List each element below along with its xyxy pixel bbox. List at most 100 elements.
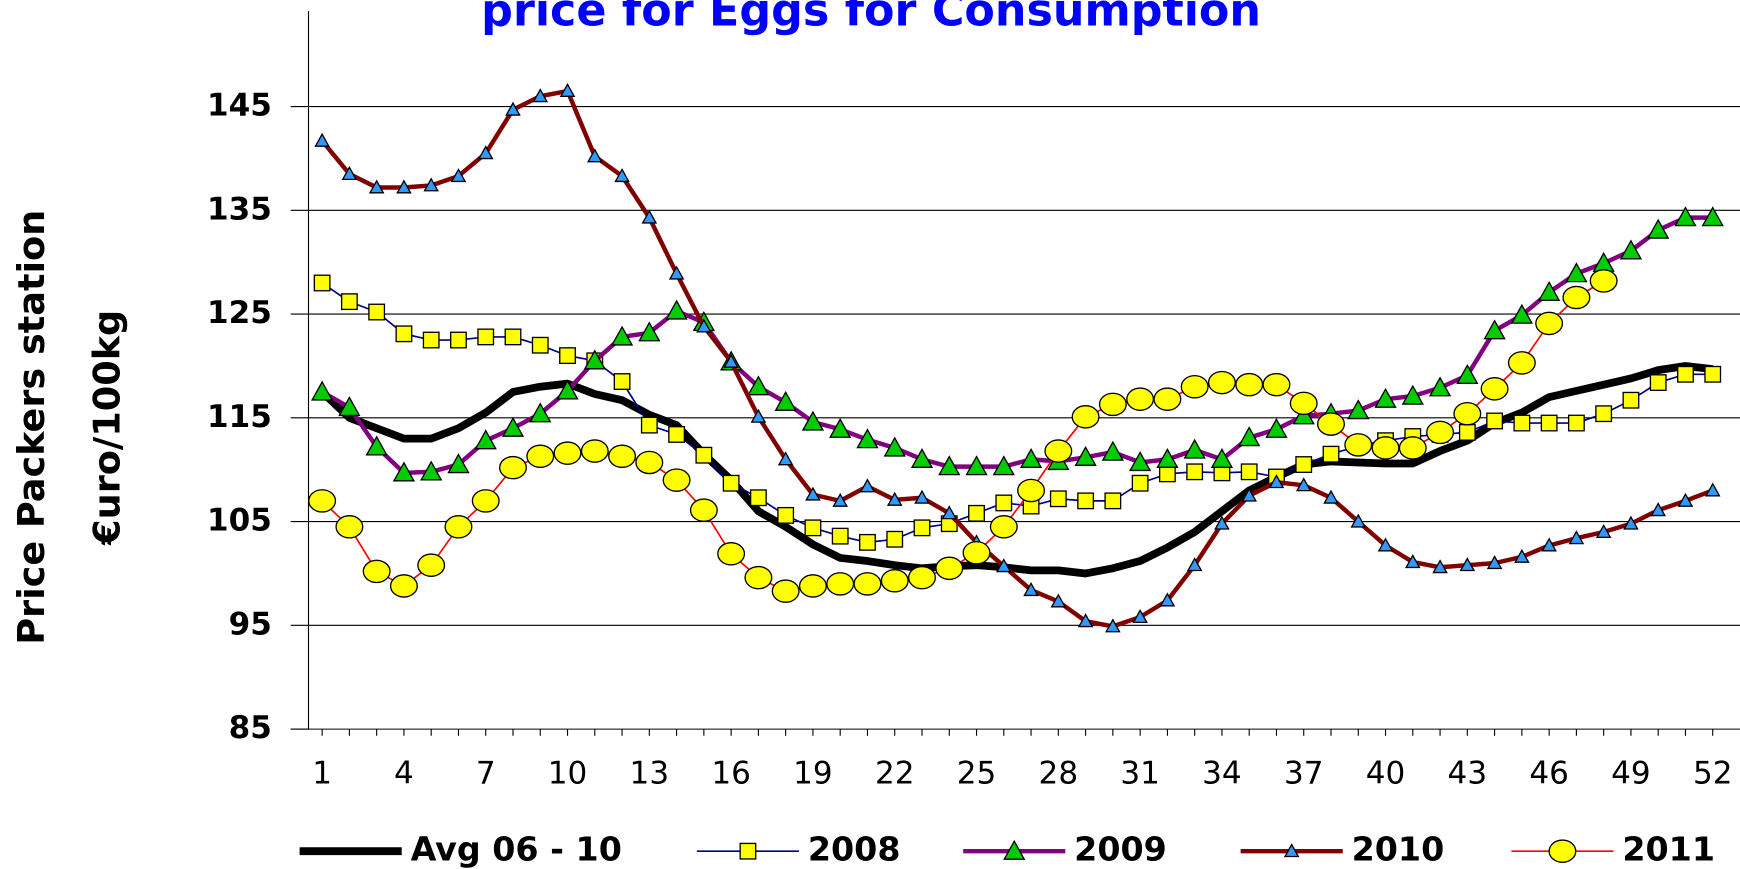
data-point <box>450 331 467 349</box>
data-point <box>580 439 609 463</box>
data-point <box>774 390 797 411</box>
data-point <box>1595 523 1612 538</box>
data-point <box>723 353 739 368</box>
data-point <box>1180 374 1209 399</box>
data-point <box>1101 440 1124 461</box>
data-point <box>1704 482 1721 497</box>
data-point <box>1401 384 1424 405</box>
x-tick-label: 1 <box>312 756 332 792</box>
x-tick-label: 19 <box>793 756 833 792</box>
data-point <box>638 321 661 342</box>
data-point <box>314 132 330 147</box>
data-point <box>665 299 688 320</box>
data-point <box>859 533 876 551</box>
data-point <box>883 436 906 457</box>
legend-label: 2010 <box>1352 830 1445 869</box>
data-point <box>313 274 331 292</box>
data-point <box>1241 487 1257 502</box>
data-point <box>556 379 579 400</box>
data-point <box>1514 548 1530 563</box>
data-point <box>962 540 991 565</box>
data-point <box>801 410 825 431</box>
data-point <box>747 375 770 396</box>
data-point <box>1210 447 1234 469</box>
data-point <box>532 88 549 103</box>
y-axis-title: €uro/100kg <box>85 310 128 546</box>
data-point <box>1322 445 1340 463</box>
x-tick-label: 34 <box>1202 756 1242 792</box>
data-point <box>368 179 385 194</box>
data-point <box>1677 365 1694 383</box>
data-point <box>1535 311 1564 336</box>
data-point <box>859 478 876 493</box>
data-point <box>396 179 412 194</box>
data-point <box>771 579 800 603</box>
y-tick-label: 135 <box>207 191 272 227</box>
data-point <box>1019 447 1043 469</box>
data-point <box>1567 414 1585 432</box>
data-point <box>504 328 522 346</box>
data-point <box>1214 515 1230 530</box>
data-point <box>447 453 470 474</box>
data-point <box>1432 559 1448 574</box>
data-point <box>1350 513 1367 528</box>
data-point <box>668 426 686 443</box>
data-point <box>1650 502 1666 517</box>
data-point <box>668 265 685 280</box>
data-point <box>989 515 1018 539</box>
data-point <box>662 468 691 492</box>
data-point <box>1183 438 1206 459</box>
x-tick-label: 49 <box>1611 756 1651 792</box>
data-point <box>362 559 391 584</box>
data-point <box>938 455 961 476</box>
x-tick-label: 22 <box>875 756 915 792</box>
data-point <box>968 504 985 522</box>
data-point <box>640 416 658 434</box>
data-point <box>1268 474 1285 489</box>
data-point <box>1158 465 1176 483</box>
data-point <box>1126 387 1155 411</box>
data-point <box>526 444 555 469</box>
data-point <box>1265 417 1288 438</box>
data-point <box>1480 377 1509 401</box>
data-point <box>1374 387 1397 408</box>
legend-marker <box>1283 843 1300 858</box>
data-point <box>1619 239 1643 260</box>
data-point <box>1565 262 1588 283</box>
data-point <box>635 450 664 475</box>
data-point <box>831 527 849 545</box>
data-point <box>1647 218 1670 239</box>
data-point <box>1295 456 1313 473</box>
x-tick-label: 46 <box>1529 756 1569 792</box>
data-point <box>1077 492 1095 510</box>
x-tick-label: 28 <box>1039 756 1079 792</box>
data-point <box>832 492 848 507</box>
legend-marker <box>739 842 757 860</box>
data-point <box>1186 557 1203 572</box>
data-point <box>392 461 416 482</box>
data-point <box>914 489 930 504</box>
data-point <box>338 396 361 417</box>
data-point <box>1323 489 1339 504</box>
chart-title: price for Eggs for Consumption <box>481 0 1261 36</box>
data-point <box>474 429 497 450</box>
data-point <box>886 530 904 548</box>
data-point <box>717 542 746 566</box>
data-point <box>1595 405 1613 423</box>
x-tick-label: 10 <box>548 756 588 792</box>
data-point <box>1458 423 1476 441</box>
data-point <box>477 328 495 346</box>
data-point <box>1235 372 1264 397</box>
data-point <box>610 325 634 346</box>
y-tick-label: 85 <box>229 710 272 746</box>
data-point <box>826 572 855 596</box>
y-tick-label: 115 <box>207 399 272 435</box>
x-tick-label: 4 <box>394 756 414 792</box>
data-point <box>423 177 439 192</box>
data-point <box>805 486 821 501</box>
series-line <box>320 88 1714 629</box>
y-tick-label: 95 <box>229 606 272 642</box>
x-tick-label: 13 <box>630 756 670 792</box>
data-point <box>1677 492 1694 507</box>
